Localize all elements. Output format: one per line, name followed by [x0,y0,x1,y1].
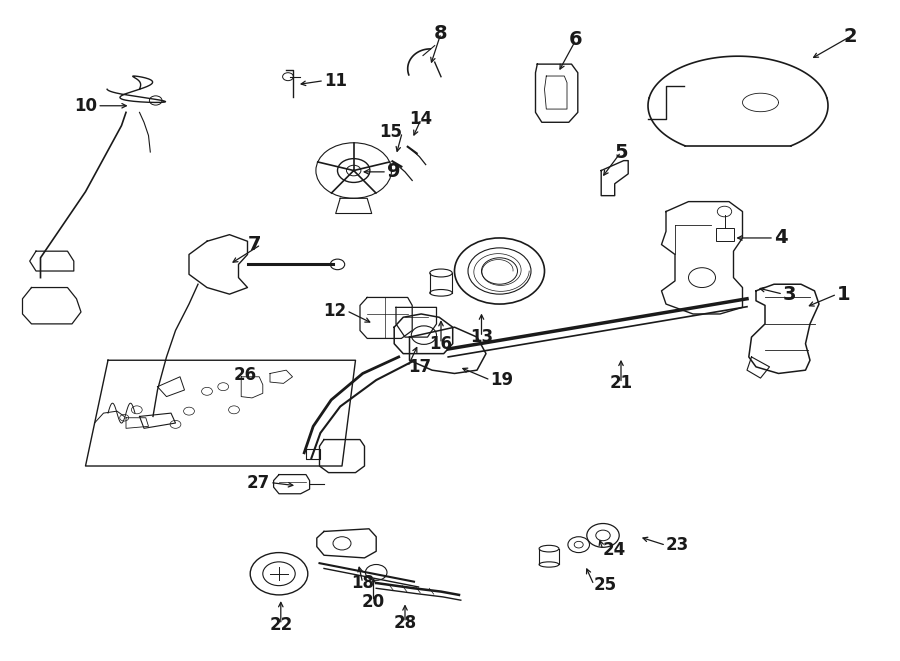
Text: 21: 21 [609,374,633,393]
Text: 16: 16 [429,334,453,353]
Text: 19: 19 [491,371,514,389]
Text: 10: 10 [74,97,97,115]
Text: 27: 27 [247,473,270,492]
Text: 14: 14 [410,110,433,128]
Text: 1: 1 [837,285,850,303]
Text: 25: 25 [594,576,617,594]
Text: 8: 8 [434,24,448,42]
Text: 6: 6 [569,30,583,49]
Text: 20: 20 [362,592,385,611]
Text: 28: 28 [393,613,417,632]
Text: 24: 24 [603,541,626,559]
Text: 2: 2 [843,27,858,46]
Text: 26: 26 [233,366,256,385]
Text: 3: 3 [783,285,796,303]
Text: 9: 9 [387,163,400,181]
Text: 13: 13 [470,328,493,346]
Text: 12: 12 [323,301,346,320]
Text: 17: 17 [408,358,431,376]
Text: 5: 5 [614,143,628,161]
Text: 22: 22 [269,615,292,634]
Text: 18: 18 [351,574,374,592]
Bar [716,228,733,241]
Text: 11: 11 [324,71,347,90]
Text: 23: 23 [666,536,689,555]
Text: 15: 15 [379,123,402,141]
Text: 4: 4 [774,229,788,247]
Text: 7: 7 [248,235,261,254]
